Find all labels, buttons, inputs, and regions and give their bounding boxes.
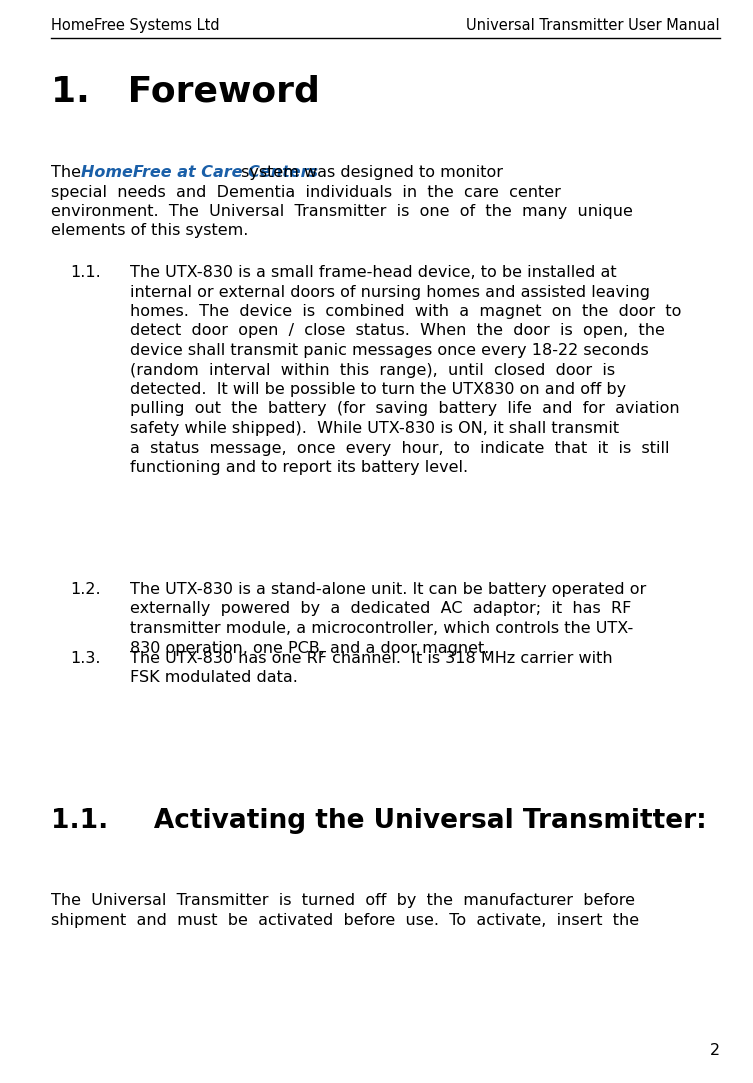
Text: The UTX-830 has one RF channel.  It is 318 MHz carrier with: The UTX-830 has one RF channel. It is 31… xyxy=(130,651,613,666)
Text: safety while shipped).  While UTX-830 is ON, it shall transmit: safety while shipped). While UTX-830 is … xyxy=(130,421,619,436)
Text: elements of this system.: elements of this system. xyxy=(51,223,248,238)
Text: The  Universal  Transmitter  is  turned  off  by  the  manufacturer  before: The Universal Transmitter is turned off … xyxy=(51,893,635,908)
Text: pulling  out  the  battery  (for  saving  battery  life  and  for  aviation: pulling out the battery (for saving batt… xyxy=(130,402,680,417)
Text: environment.  The  Universal  Transmitter  is  one  of  the  many  unique: environment. The Universal Transmitter i… xyxy=(51,204,633,219)
Text: externally  powered  by  a  dedicated  AC  adaptor;  it  has  RF: externally powered by a dedicated AC ada… xyxy=(130,601,631,616)
Text: 2: 2 xyxy=(710,1043,720,1058)
Text: transmitter module, a microcontroller, which controls the UTX-: transmitter module, a microcontroller, w… xyxy=(130,621,633,636)
Text: HomeFree at Care Centers: HomeFree at Care Centers xyxy=(81,165,318,180)
Text: functioning and to report its battery level.: functioning and to report its battery le… xyxy=(130,460,468,475)
Text: 830 operation, one PCB, and a door magnet.: 830 operation, one PCB, and a door magne… xyxy=(130,640,489,655)
Text: 1.   Foreword: 1. Foreword xyxy=(51,75,320,109)
Text: homes.  The  device  is  combined  with  a  magnet  on  the  door  to: homes. The device is combined with a mag… xyxy=(130,304,681,319)
Text: detected.  It will be possible to turn the UTX830 on and off by: detected. It will be possible to turn th… xyxy=(130,382,626,397)
Text: Universal Transmitter User Manual: Universal Transmitter User Manual xyxy=(466,18,720,32)
Text: (random  interval  within  this  range),  until  closed  door  is: (random interval within this range), unt… xyxy=(130,363,615,378)
Text: device shall transmit panic messages once every 18-22 seconds: device shall transmit panic messages onc… xyxy=(130,343,649,358)
Text: The UTX-830 is a small frame-head device, to be installed at: The UTX-830 is a small frame-head device… xyxy=(130,265,617,280)
Text: 1.3.: 1.3. xyxy=(70,651,100,666)
Text: FSK modulated data.: FSK modulated data. xyxy=(130,670,298,686)
Text: 1.1.     Activating the Universal Transmitter:: 1.1. Activating the Universal Transmitte… xyxy=(51,808,707,834)
Text: The UTX-830 is a stand-alone unit. It can be battery operated or: The UTX-830 is a stand-alone unit. It ca… xyxy=(130,582,646,597)
Text: a  status  message,  once  every  hour,  to  indicate  that  it  is  still: a status message, once every hour, to in… xyxy=(130,441,669,456)
Text: HomeFree Systems Ltd: HomeFree Systems Ltd xyxy=(51,18,220,32)
Text: 1.1.: 1.1. xyxy=(70,265,101,280)
Text: system was designed to monitor: system was designed to monitor xyxy=(236,165,503,180)
Text: internal or external doors of nursing homes and assisted leaving: internal or external doors of nursing ho… xyxy=(130,285,650,300)
Text: 1.2.: 1.2. xyxy=(70,582,101,597)
Text: shipment  and  must  be  activated  before  use.  To  activate,  insert  the: shipment and must be activated before us… xyxy=(51,913,639,927)
Text: detect  door  open  /  close  status.  When  the  door  is  open,  the: detect door open / close status. When th… xyxy=(130,324,665,339)
Text: special  needs  and  Dementia  individuals  in  the  care  center: special needs and Dementia individuals i… xyxy=(51,184,561,199)
Text: The: The xyxy=(51,165,86,180)
